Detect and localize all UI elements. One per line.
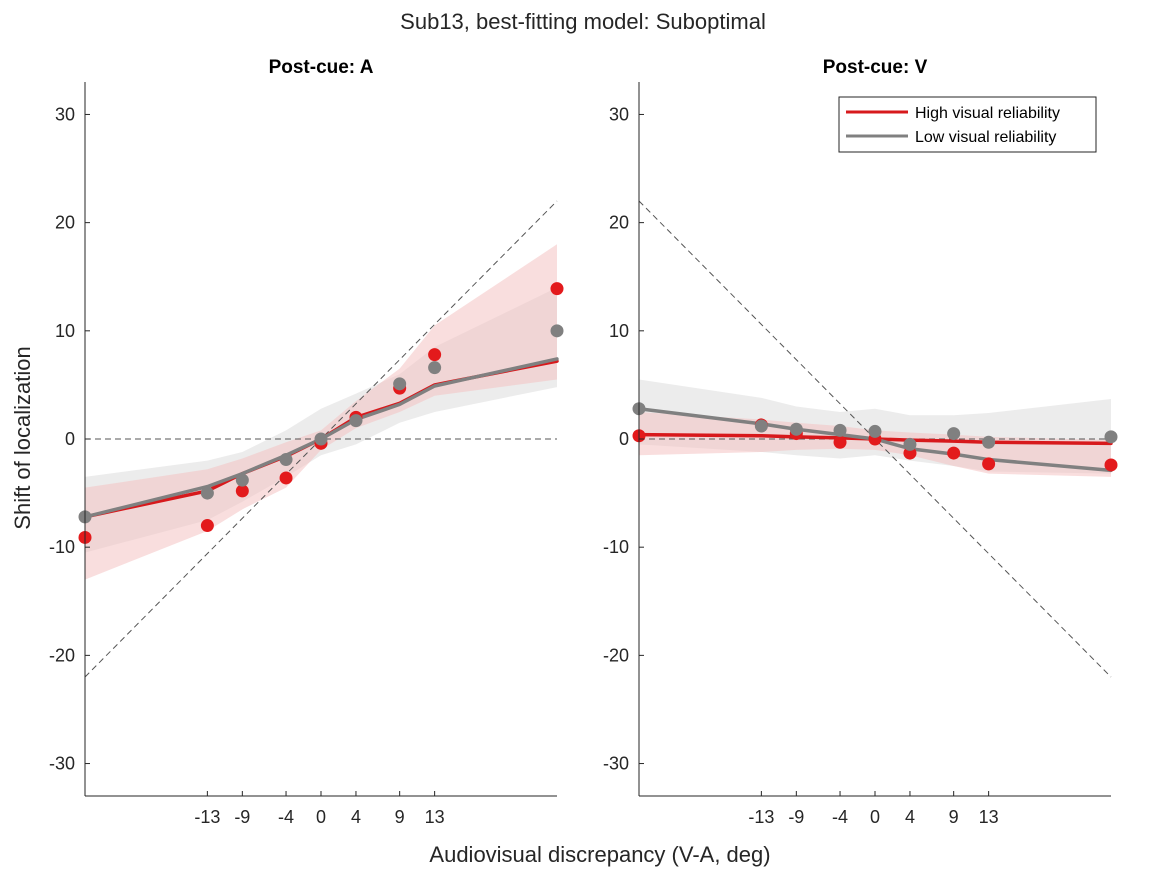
data-point-high: [200, 519, 214, 533]
data-point-low: [428, 361, 442, 375]
figure-title: Sub13, best-fitting model: Suboptimal: [400, 9, 766, 34]
data-point-low: [982, 435, 996, 449]
plot-area-left: 30 20 10 0 -10 -20 -30 -13 -9 -4 0 4 9 13: [49, 82, 564, 827]
data-point-high: [279, 471, 293, 485]
x-tick-label: 0: [870, 807, 880, 827]
x-tick-label: 0: [316, 807, 326, 827]
panel-title-right: Post-cue: V: [823, 57, 928, 78]
x-tick-label: -4: [832, 807, 848, 827]
y-tick-label: -10: [603, 537, 629, 557]
data-point-low: [279, 453, 293, 467]
data-point-low: [868, 424, 882, 438]
data-point-high: [947, 446, 961, 460]
data-point-low: [1104, 430, 1118, 444]
y-tick-label: -30: [49, 754, 75, 774]
panel-right: Post-cue: V 30 20 10 0 -10 -20 -30 -13 -9 -4 0 4 9 13: [603, 57, 1118, 827]
data-point-high: [428, 348, 442, 362]
y-tick-label: -20: [49, 645, 75, 665]
y-tick-label: 20: [609, 213, 629, 233]
x-tick-label: 9: [949, 807, 959, 827]
data-point-low: [550, 324, 564, 338]
x-tick-label: -9: [234, 807, 250, 827]
data-point-low: [349, 414, 363, 428]
data-point-low: [789, 422, 803, 436]
legend-label-low: Low visual reliability: [915, 129, 1056, 146]
legend-box: [838, 96, 1097, 153]
data-point-low: [754, 419, 768, 433]
y-tick-label: -10: [49, 537, 75, 557]
panel-title-left: Post-cue: A: [269, 57, 374, 78]
x-tick-label: -13: [748, 807, 774, 827]
data-point-high: [235, 484, 249, 498]
data-point-low: [833, 423, 847, 437]
x-axis-label: Audiovisual discrepancy (V-A, deg): [429, 842, 770, 867]
y-tick-label: 10: [609, 321, 629, 341]
legend: High visual reliability Low visual relia…: [838, 96, 1097, 153]
x-tick-label: 9: [395, 807, 405, 827]
data-point-low: [235, 473, 249, 487]
plot-area-right: 30 20 10 0 -10 -20 -30 -13 -9 -4 0 4 9 13: [603, 82, 1118, 827]
data-point-high: [833, 435, 847, 449]
y-tick-label: 10: [55, 321, 75, 341]
x-tick-label: -13: [194, 807, 220, 827]
y-tick-label: 20: [55, 213, 75, 233]
legend-label-high: High visual reliability: [915, 105, 1060, 122]
data-point-low: [393, 377, 407, 391]
data-point-high: [550, 282, 564, 296]
y-tick-label: 0: [619, 429, 629, 449]
data-point-high: [982, 457, 996, 471]
y-tick-label: 30: [55, 104, 75, 124]
data-point-low: [903, 437, 917, 451]
x-tick-label: -4: [278, 807, 294, 827]
data-point-low: [947, 427, 961, 441]
y-tick-label: -30: [603, 754, 629, 774]
x-tick-label: 4: [351, 807, 361, 827]
y-tick-label: -20: [603, 645, 629, 665]
x-tick-label: 4: [905, 807, 915, 827]
data-point-low: [200, 486, 214, 500]
data-point-high: [1104, 458, 1118, 472]
y-axis-label: Shift of localization: [10, 346, 35, 529]
y-tick-label: 30: [609, 104, 629, 124]
y-tick-label: 0: [65, 429, 75, 449]
data-point-low: [314, 432, 328, 446]
panel-left: Post-cue: A 30 20 10 0 -10 -20 -30 -13 -9 -4 0 4 9 13: [49, 57, 564, 827]
x-tick-label: -9: [788, 807, 804, 827]
x-tick-label: 13: [425, 807, 445, 827]
x-tick-label: 13: [979, 807, 999, 827]
